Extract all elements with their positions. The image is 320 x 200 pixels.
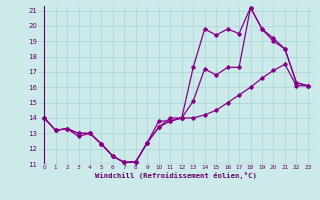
X-axis label: Windchill (Refroidissement éolien,°C): Windchill (Refroidissement éolien,°C)	[95, 172, 257, 179]
